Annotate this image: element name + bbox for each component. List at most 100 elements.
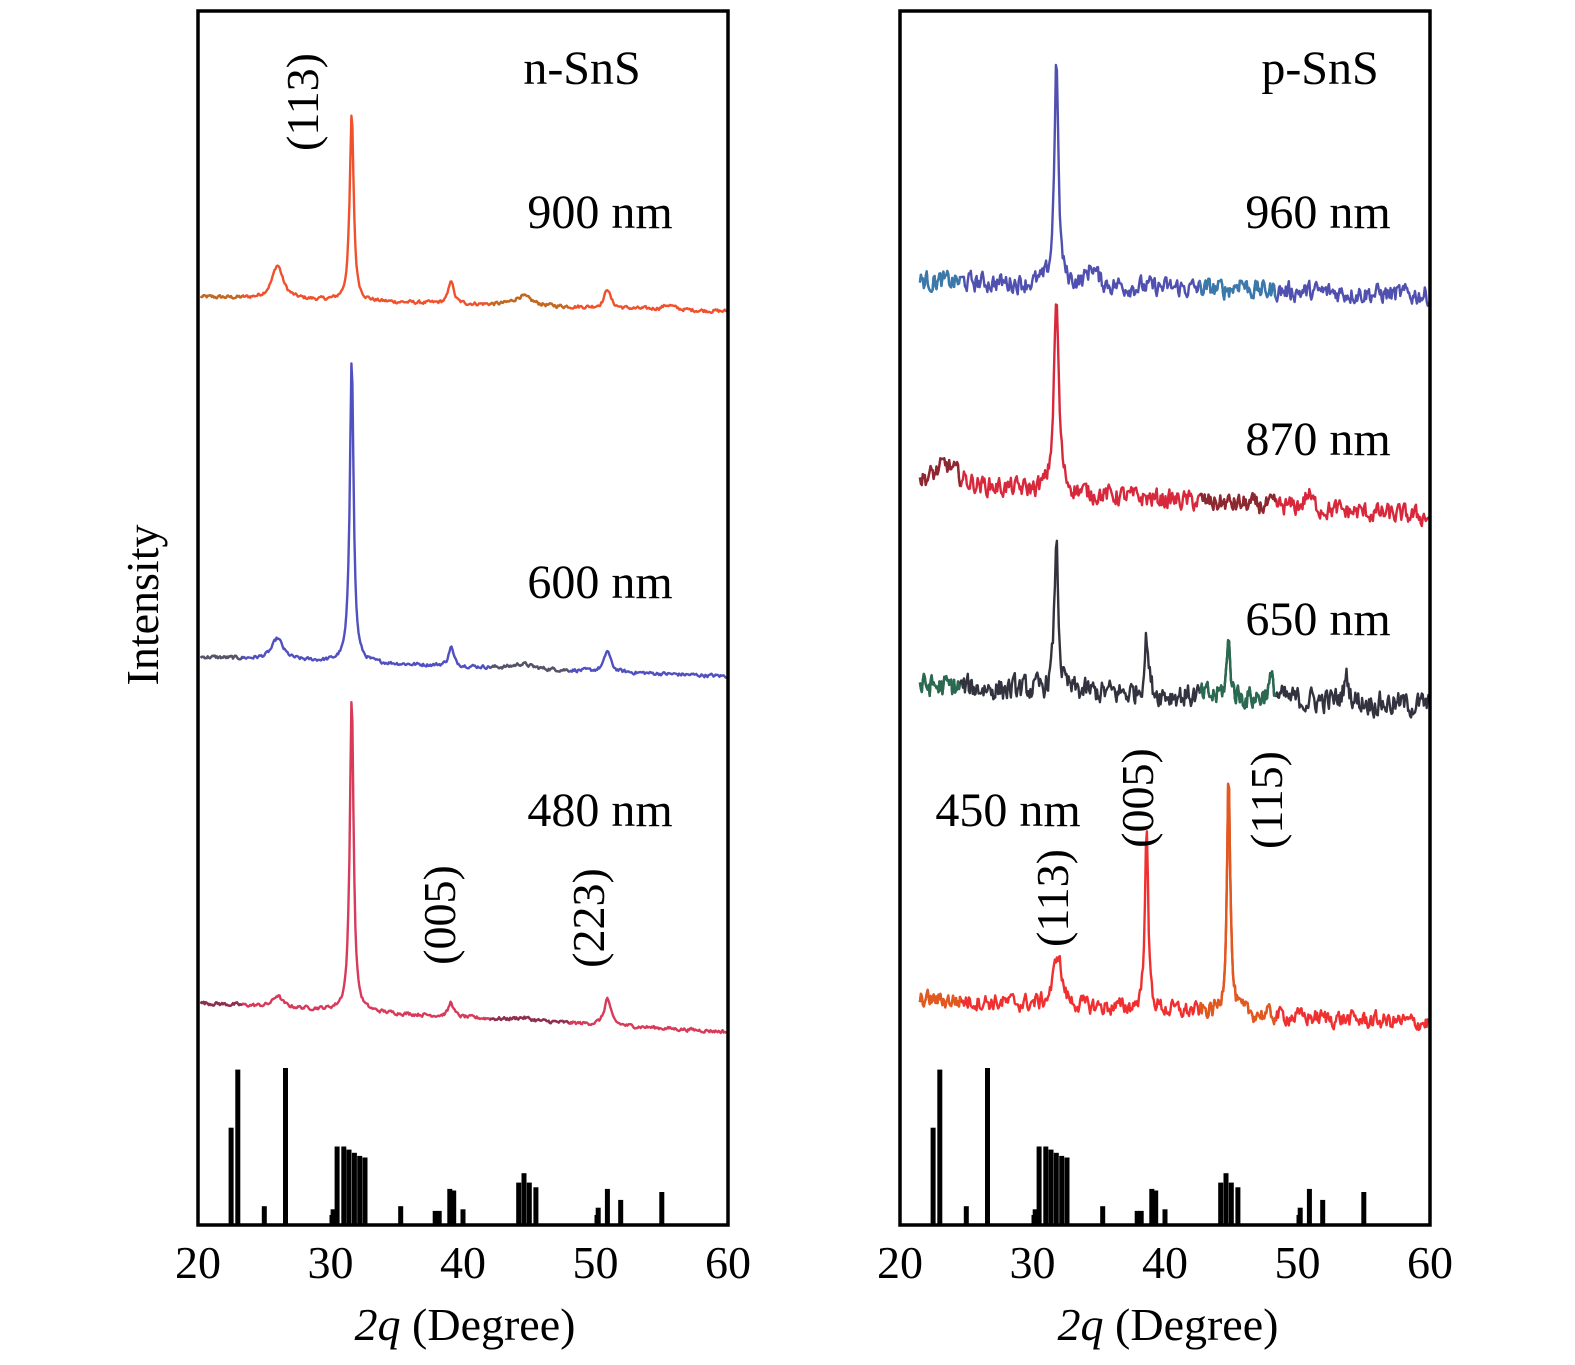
x-tick-label: 30 bbox=[308, 1237, 354, 1288]
series-line-600nm bbox=[199, 654, 244, 661]
series-line-450nm bbox=[918, 988, 962, 1009]
reference-stick bbox=[604, 1188, 610, 1225]
series-label-900nm: 900 nm bbox=[527, 186, 672, 239]
n-sns-panel: 20 30 40 50 60 n-SnS 900 nm 600 nm 480 nm (1… bbox=[175, 9, 751, 1350]
series-label-960nm: 960 nm bbox=[1245, 186, 1390, 239]
reference-stick bbox=[228, 1127, 234, 1225]
reference-stick bbox=[618, 1199, 624, 1225]
reference-stick bbox=[1134, 1210, 1140, 1225]
x-tick-label: 50 bbox=[1275, 1237, 1321, 1288]
reference-stick bbox=[930, 1127, 936, 1225]
series-line-960nm bbox=[918, 63, 1430, 307]
p-sns-panel: 20 30 40 50 60 p-SnS 960 nm 870 nm 650 nm 45… bbox=[877, 9, 1453, 1350]
reference-stick bbox=[533, 1187, 539, 1225]
reference-stick bbox=[1320, 1199, 1326, 1225]
series-line-480nm bbox=[199, 1000, 243, 1007]
series-line-650nm bbox=[1198, 639, 1278, 710]
reference-stick bbox=[659, 1192, 665, 1225]
reference-stick bbox=[283, 1068, 288, 1225]
reference-stick bbox=[1306, 1188, 1312, 1225]
series-label-480nm: 480 nm bbox=[527, 784, 672, 837]
x-axis: 20 30 40 50 60 bbox=[877, 1215, 1453, 1288]
reference-stick bbox=[1228, 1182, 1234, 1225]
peak-label-115: (115) bbox=[1241, 751, 1292, 849]
reference-stick bbox=[526, 1182, 532, 1225]
series-line-600nm bbox=[489, 661, 570, 673]
y-axis-label: Intensity bbox=[117, 525, 168, 686]
reference-stick bbox=[451, 1190, 457, 1225]
reference-stick bbox=[1059, 1155, 1065, 1225]
reference-stick bbox=[1218, 1182, 1224, 1225]
x-tick-label: 60 bbox=[1407, 1237, 1453, 1288]
peak-label-005: (005) bbox=[414, 865, 465, 965]
x-axis-label: 2q (Degree) bbox=[355, 1299, 576, 1350]
reference-stick bbox=[357, 1155, 363, 1225]
reference-stick bbox=[334, 1146, 340, 1225]
reference-pattern bbox=[930, 1068, 1367, 1225]
reference-stick bbox=[1138, 1210, 1144, 1225]
reference-stick bbox=[330, 1209, 336, 1225]
peak-label-223: (223) bbox=[563, 868, 614, 968]
series-label-870nm: 870 nm bbox=[1245, 413, 1390, 466]
reference-stick bbox=[963, 1206, 969, 1225]
reference-stick bbox=[1153, 1190, 1159, 1225]
reference-stick bbox=[261, 1206, 267, 1225]
reference-stick bbox=[362, 1157, 368, 1225]
series-line-480nm bbox=[199, 701, 728, 1035]
x-tick-label: 60 bbox=[705, 1237, 751, 1288]
panel-title: p-SnS bbox=[1261, 42, 1378, 95]
series-line-900nm bbox=[199, 114, 727, 314]
reference-stick bbox=[595, 1207, 601, 1225]
reference-stick bbox=[1223, 1173, 1229, 1225]
series-line-900nm bbox=[489, 293, 570, 310]
reference-stick bbox=[1100, 1206, 1106, 1225]
series-line-650nm bbox=[918, 672, 962, 698]
reference-stick bbox=[1032, 1209, 1038, 1225]
reference-stick bbox=[985, 1068, 990, 1225]
reference-stick bbox=[1053, 1152, 1059, 1225]
reference-stick bbox=[1235, 1187, 1241, 1225]
x-tick-label: 30 bbox=[1010, 1237, 1056, 1288]
x-tick-label: 40 bbox=[1142, 1237, 1188, 1288]
x-tick-label: 20 bbox=[877, 1237, 923, 1288]
reference-stick bbox=[1064, 1157, 1070, 1225]
x-tick-label: 20 bbox=[175, 1237, 221, 1288]
reference-stick bbox=[447, 1188, 453, 1225]
panel-title: n-SnS bbox=[523, 42, 640, 95]
series-line-450nm bbox=[1198, 782, 1278, 1026]
reference-stick bbox=[937, 1069, 943, 1225]
series-label-450nm: 450 nm bbox=[935, 784, 1080, 837]
series-line-480nm bbox=[489, 1015, 570, 1025]
series-line-870nm bbox=[1198, 491, 1278, 515]
peak-label-005: (005) bbox=[1112, 748, 1163, 848]
peak-label-113: (113) bbox=[277, 53, 328, 151]
reference-stick bbox=[1149, 1188, 1155, 1225]
series-line-870nm bbox=[918, 303, 1429, 528]
reference-stick bbox=[235, 1069, 241, 1225]
x-axis: 20 30 40 50 60 bbox=[175, 1215, 751, 1288]
x-tick-label: 50 bbox=[573, 1237, 619, 1288]
series-line-960nm bbox=[1198, 277, 1278, 301]
reference-stick bbox=[1297, 1207, 1303, 1225]
peak-label-113: (113) bbox=[1027, 849, 1078, 947]
x-axis-label: 2q (Degree) bbox=[1058, 1299, 1279, 1350]
reference-stick bbox=[346, 1149, 352, 1225]
series-line-650nm bbox=[918, 539, 1430, 719]
reference-pattern bbox=[228, 1068, 665, 1225]
x-tick-label: 40 bbox=[440, 1237, 486, 1288]
reference-stick bbox=[432, 1210, 438, 1225]
reference-stick bbox=[1361, 1192, 1367, 1225]
reference-stick bbox=[1048, 1149, 1054, 1225]
reference-stick bbox=[398, 1206, 404, 1225]
series-line-600nm bbox=[199, 362, 728, 680]
reference-stick bbox=[521, 1173, 527, 1225]
reference-stick bbox=[351, 1152, 357, 1225]
series-line-900nm bbox=[199, 293, 244, 300]
series-label-650nm: 650 nm bbox=[1245, 593, 1390, 646]
series-line-450nm bbox=[918, 782, 1430, 1032]
series-label-600nm: 600 nm bbox=[527, 556, 672, 609]
series-line-960nm bbox=[918, 269, 962, 293]
series-line-870nm bbox=[918, 457, 962, 487]
reference-stick bbox=[1036, 1146, 1042, 1225]
